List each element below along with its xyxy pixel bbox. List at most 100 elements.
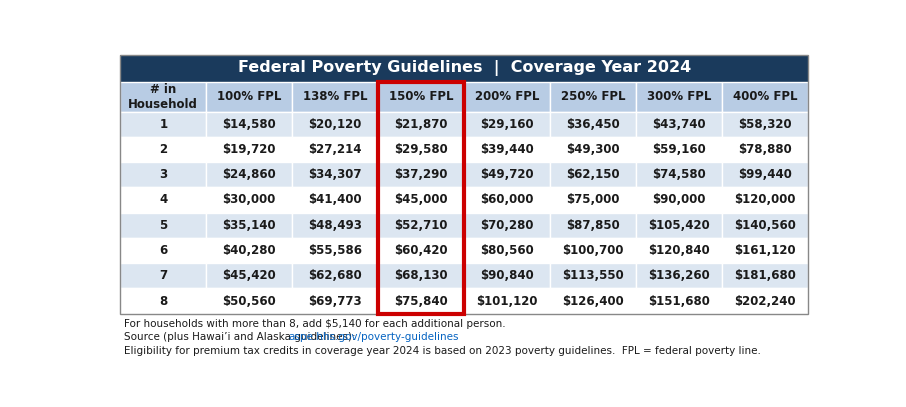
FancyBboxPatch shape [636, 263, 722, 289]
Text: $55,586: $55,586 [308, 244, 362, 257]
FancyBboxPatch shape [207, 187, 293, 212]
Text: $37,290: $37,290 [395, 168, 448, 181]
Text: 6: 6 [159, 244, 168, 257]
Text: $75,000: $75,000 [566, 193, 620, 206]
FancyBboxPatch shape [550, 82, 636, 112]
FancyBboxPatch shape [722, 238, 808, 263]
FancyBboxPatch shape [464, 137, 550, 162]
Text: $19,720: $19,720 [223, 143, 276, 156]
Text: 138% FPL: 138% FPL [303, 90, 368, 103]
Text: $100,700: $100,700 [563, 244, 624, 257]
FancyBboxPatch shape [636, 238, 722, 263]
Text: $60,420: $60,420 [394, 244, 448, 257]
Text: $34,307: $34,307 [309, 168, 362, 181]
FancyBboxPatch shape [550, 238, 636, 263]
Text: 4: 4 [159, 193, 168, 206]
FancyBboxPatch shape [636, 187, 722, 212]
Text: $36,450: $36,450 [566, 118, 621, 131]
FancyBboxPatch shape [379, 238, 464, 263]
FancyBboxPatch shape [464, 263, 550, 289]
FancyBboxPatch shape [293, 112, 379, 137]
Text: 2: 2 [159, 143, 168, 156]
FancyBboxPatch shape [120, 212, 207, 238]
Text: $52,710: $52,710 [395, 219, 448, 232]
Text: $120,000: $120,000 [735, 193, 796, 206]
Text: $24,860: $24,860 [222, 168, 276, 181]
Text: $74,580: $74,580 [652, 168, 707, 181]
Text: 250% FPL: 250% FPL [561, 90, 626, 103]
Text: $140,560: $140,560 [735, 219, 796, 232]
Text: Eligibility for premium tax credits in coverage year 2024 is based on 2023 pover: Eligibility for premium tax credits in c… [124, 346, 761, 356]
Text: For households with more than 8, add $5,140 for each additional person.: For households with more than 8, add $5,… [124, 319, 506, 329]
FancyBboxPatch shape [722, 162, 808, 187]
Text: $48,493: $48,493 [308, 219, 362, 232]
Text: $105,420: $105,420 [649, 219, 710, 232]
Text: 200% FPL: 200% FPL [475, 90, 539, 103]
FancyBboxPatch shape [379, 162, 464, 187]
FancyBboxPatch shape [207, 112, 293, 137]
FancyBboxPatch shape [293, 238, 379, 263]
FancyBboxPatch shape [207, 238, 293, 263]
Text: $20,120: $20,120 [309, 118, 362, 131]
Text: $14,580: $14,580 [222, 118, 276, 131]
Text: $70,280: $70,280 [480, 219, 534, 232]
Text: 7: 7 [159, 269, 168, 282]
FancyBboxPatch shape [120, 55, 808, 82]
FancyBboxPatch shape [464, 212, 550, 238]
Text: $40,280: $40,280 [223, 244, 276, 257]
FancyBboxPatch shape [550, 112, 636, 137]
FancyBboxPatch shape [636, 82, 722, 112]
Text: $78,880: $78,880 [738, 143, 792, 156]
FancyBboxPatch shape [636, 212, 722, 238]
Text: $68,130: $68,130 [394, 269, 448, 282]
Text: $60,000: $60,000 [480, 193, 534, 206]
FancyBboxPatch shape [379, 212, 464, 238]
FancyBboxPatch shape [722, 263, 808, 289]
FancyBboxPatch shape [550, 289, 636, 314]
Text: Federal Poverty Guidelines  |  Coverage Year 2024: Federal Poverty Guidelines | Coverage Ye… [237, 60, 691, 77]
Text: $45,420: $45,420 [222, 269, 276, 282]
FancyBboxPatch shape [636, 137, 722, 162]
FancyBboxPatch shape [293, 187, 379, 212]
FancyBboxPatch shape [120, 238, 207, 263]
Text: $49,720: $49,720 [480, 168, 535, 181]
Text: $90,840: $90,840 [480, 269, 535, 282]
FancyBboxPatch shape [636, 289, 722, 314]
Text: $181,680: $181,680 [735, 269, 796, 282]
FancyBboxPatch shape [464, 289, 550, 314]
FancyBboxPatch shape [207, 263, 293, 289]
FancyBboxPatch shape [464, 238, 550, 263]
Text: $62,150: $62,150 [566, 168, 621, 181]
FancyBboxPatch shape [464, 187, 550, 212]
FancyBboxPatch shape [464, 162, 550, 187]
Text: $151,680: $151,680 [649, 295, 710, 308]
FancyBboxPatch shape [550, 212, 636, 238]
Text: $120,840: $120,840 [649, 244, 710, 257]
FancyBboxPatch shape [379, 263, 464, 289]
FancyBboxPatch shape [120, 263, 207, 289]
Text: $69,773: $69,773 [308, 295, 362, 308]
Text: 8: 8 [159, 295, 168, 308]
Text: $39,440: $39,440 [480, 143, 535, 156]
FancyBboxPatch shape [550, 162, 636, 187]
FancyBboxPatch shape [293, 162, 379, 187]
FancyBboxPatch shape [464, 82, 550, 112]
Text: 5: 5 [159, 219, 168, 232]
Text: $161,120: $161,120 [735, 244, 796, 257]
Text: $50,560: $50,560 [222, 295, 276, 308]
Text: $59,160: $59,160 [652, 143, 707, 156]
Text: 3: 3 [159, 168, 168, 181]
Text: $126,400: $126,400 [563, 295, 624, 308]
FancyBboxPatch shape [207, 212, 293, 238]
FancyBboxPatch shape [550, 137, 636, 162]
Text: $202,240: $202,240 [735, 295, 796, 308]
Text: $90,000: $90,000 [652, 193, 706, 206]
FancyBboxPatch shape [120, 137, 207, 162]
FancyBboxPatch shape [379, 289, 464, 314]
FancyBboxPatch shape [293, 212, 379, 238]
FancyBboxPatch shape [293, 289, 379, 314]
FancyBboxPatch shape [464, 112, 550, 137]
Text: $29,580: $29,580 [394, 143, 448, 156]
Text: 100% FPL: 100% FPL [217, 90, 282, 103]
Text: $27,214: $27,214 [309, 143, 362, 156]
